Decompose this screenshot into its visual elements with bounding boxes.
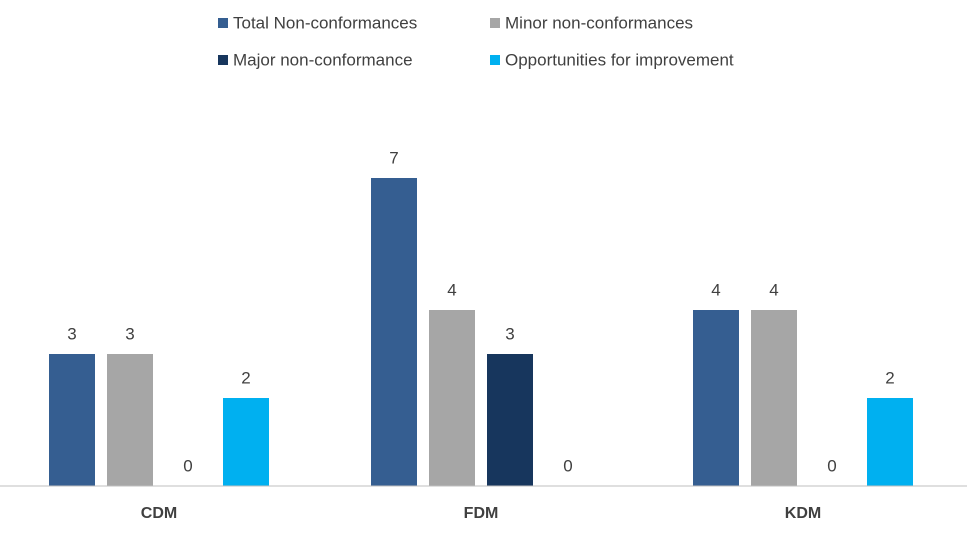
data-label-kdm-major-non-conformance: 0 xyxy=(827,456,836,475)
data-label-kdm-opportunities-for-improvement: 2 xyxy=(885,368,894,387)
data-labels-group: 3 3 0 2 7 4 3 0 4 4 0 2 xyxy=(67,148,894,475)
bar-cdm-total-non-conformances xyxy=(49,354,95,486)
category-label-cdm: CDM xyxy=(141,505,177,522)
legend: Total Non-conformances Minor non-conforma… xyxy=(218,13,734,69)
legend-label-total-non-conformances: Total Non-conformances xyxy=(233,13,417,32)
legend-label-minor-non-conformances: Minor non-conformances xyxy=(505,13,693,32)
bar-kdm-total-non-conformances xyxy=(693,310,739,486)
bar-fdm-major-non-conformance xyxy=(487,354,533,486)
legend-swatch-total-non-conformances xyxy=(218,18,228,28)
data-label-kdm-total-non-conformances: 4 xyxy=(711,280,720,299)
bars-group xyxy=(49,178,913,486)
category-label-fdm: FDM xyxy=(464,505,499,522)
data-label-cdm-major-non-conformance: 0 xyxy=(183,456,192,475)
bar-cdm-opportunities-for-improvement xyxy=(223,398,269,486)
data-label-kdm-minor-non-conformances: 4 xyxy=(769,280,778,299)
legend-label-major-non-conformance: Major non-conformance xyxy=(233,50,413,69)
data-label-fdm-minor-non-conformances: 4 xyxy=(447,280,456,299)
data-label-fdm-major-non-conformance: 3 xyxy=(505,324,514,343)
legend-label-opportunities-for-improvement: Opportunities for improvement xyxy=(505,50,734,69)
legend-swatch-minor-non-conformances xyxy=(490,18,500,28)
data-label-cdm-minor-non-conformances: 3 xyxy=(125,324,134,343)
bar-fdm-total-non-conformances xyxy=(371,178,417,486)
bar-kdm-minor-non-conformances xyxy=(751,310,797,486)
bar-kdm-opportunities-for-improvement xyxy=(867,398,913,486)
bar-fdm-minor-non-conformances xyxy=(429,310,475,486)
category-label-kdm: KDM xyxy=(785,505,821,522)
data-label-fdm-opportunities-for-improvement: 0 xyxy=(563,456,572,475)
legend-swatch-major-non-conformance xyxy=(218,55,228,65)
category-labels-group: CDM FDM KDM xyxy=(141,505,821,522)
data-label-fdm-total-non-conformances: 7 xyxy=(389,148,398,167)
data-label-cdm-opportunities-for-improvement: 2 xyxy=(241,368,250,387)
legend-swatch-opportunities-for-improvement xyxy=(490,55,500,65)
bar-cdm-minor-non-conformances xyxy=(107,354,153,486)
data-label-cdm-total-non-conformances: 3 xyxy=(67,324,76,343)
